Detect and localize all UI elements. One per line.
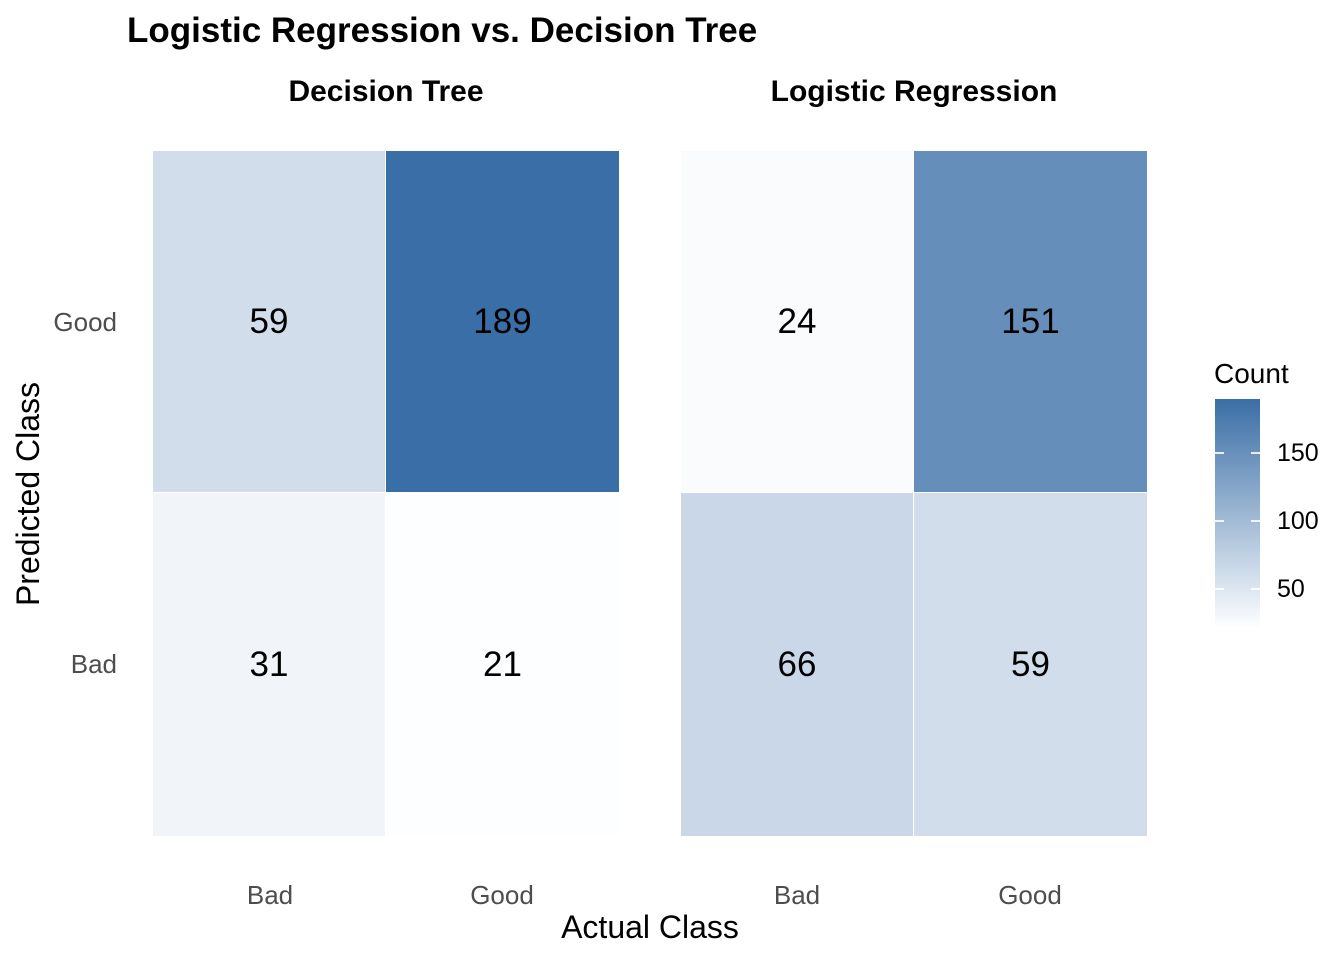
heatmap-cell-dt-bad-good: 21 xyxy=(386,493,619,836)
heatmap-cell-dt-good-bad: 59 xyxy=(153,151,385,492)
y-axis-title: Predicted Class xyxy=(10,381,46,607)
x-axis-title: Actual Class xyxy=(561,909,739,945)
y-tick-label-good: Good xyxy=(53,307,117,337)
chart-title: Logistic Regression vs. Decision Tree xyxy=(127,11,758,50)
heatmap-panel-logistic-regression: 24 151 66 59 xyxy=(681,151,1147,836)
y-tick-label-bad: Bad xyxy=(70,649,117,679)
legend-colorbar xyxy=(1215,399,1260,627)
legend-tick-mark xyxy=(1251,588,1260,590)
legend-tick-mark xyxy=(1251,520,1260,522)
heatmap-panel-decision-tree: 59 189 31 21 xyxy=(153,151,619,836)
heatmap-cell-dt-bad-bad: 31 xyxy=(153,493,385,836)
panel-title-decision-tree: Decision Tree xyxy=(288,75,484,108)
x-tick-label-lr-good: Good xyxy=(998,880,1062,910)
legend-tick-label-100: 100 xyxy=(1277,507,1319,535)
panel-title-logistic-regression: Logistic Regression xyxy=(770,75,1058,108)
x-tick-label-lr-bad: Bad xyxy=(773,880,821,910)
legend-tick-mark xyxy=(1215,520,1224,522)
heatmap-cell-lr-bad-bad: 66 xyxy=(681,493,913,836)
legend-tick-mark xyxy=(1251,452,1260,454)
heatmap-cell-dt-good-good: 189 xyxy=(386,151,619,492)
legend-title: Count xyxy=(1214,358,1289,389)
legend-tick-mark xyxy=(1215,452,1224,454)
x-tick-label-dt-bad: Bad xyxy=(246,880,294,910)
heatmap-cell-lr-bad-good: 59 xyxy=(914,493,1147,836)
heatmap-cell-lr-good-good: 151 xyxy=(914,151,1147,492)
x-tick-label-dt-good: Good xyxy=(470,880,534,910)
heatmap-cell-lr-good-bad: 24 xyxy=(681,151,913,492)
legend-tick-label-150: 150 xyxy=(1277,439,1319,467)
legend-tick-mark xyxy=(1215,588,1224,590)
legend-tick-label-50: 50 xyxy=(1277,575,1305,603)
